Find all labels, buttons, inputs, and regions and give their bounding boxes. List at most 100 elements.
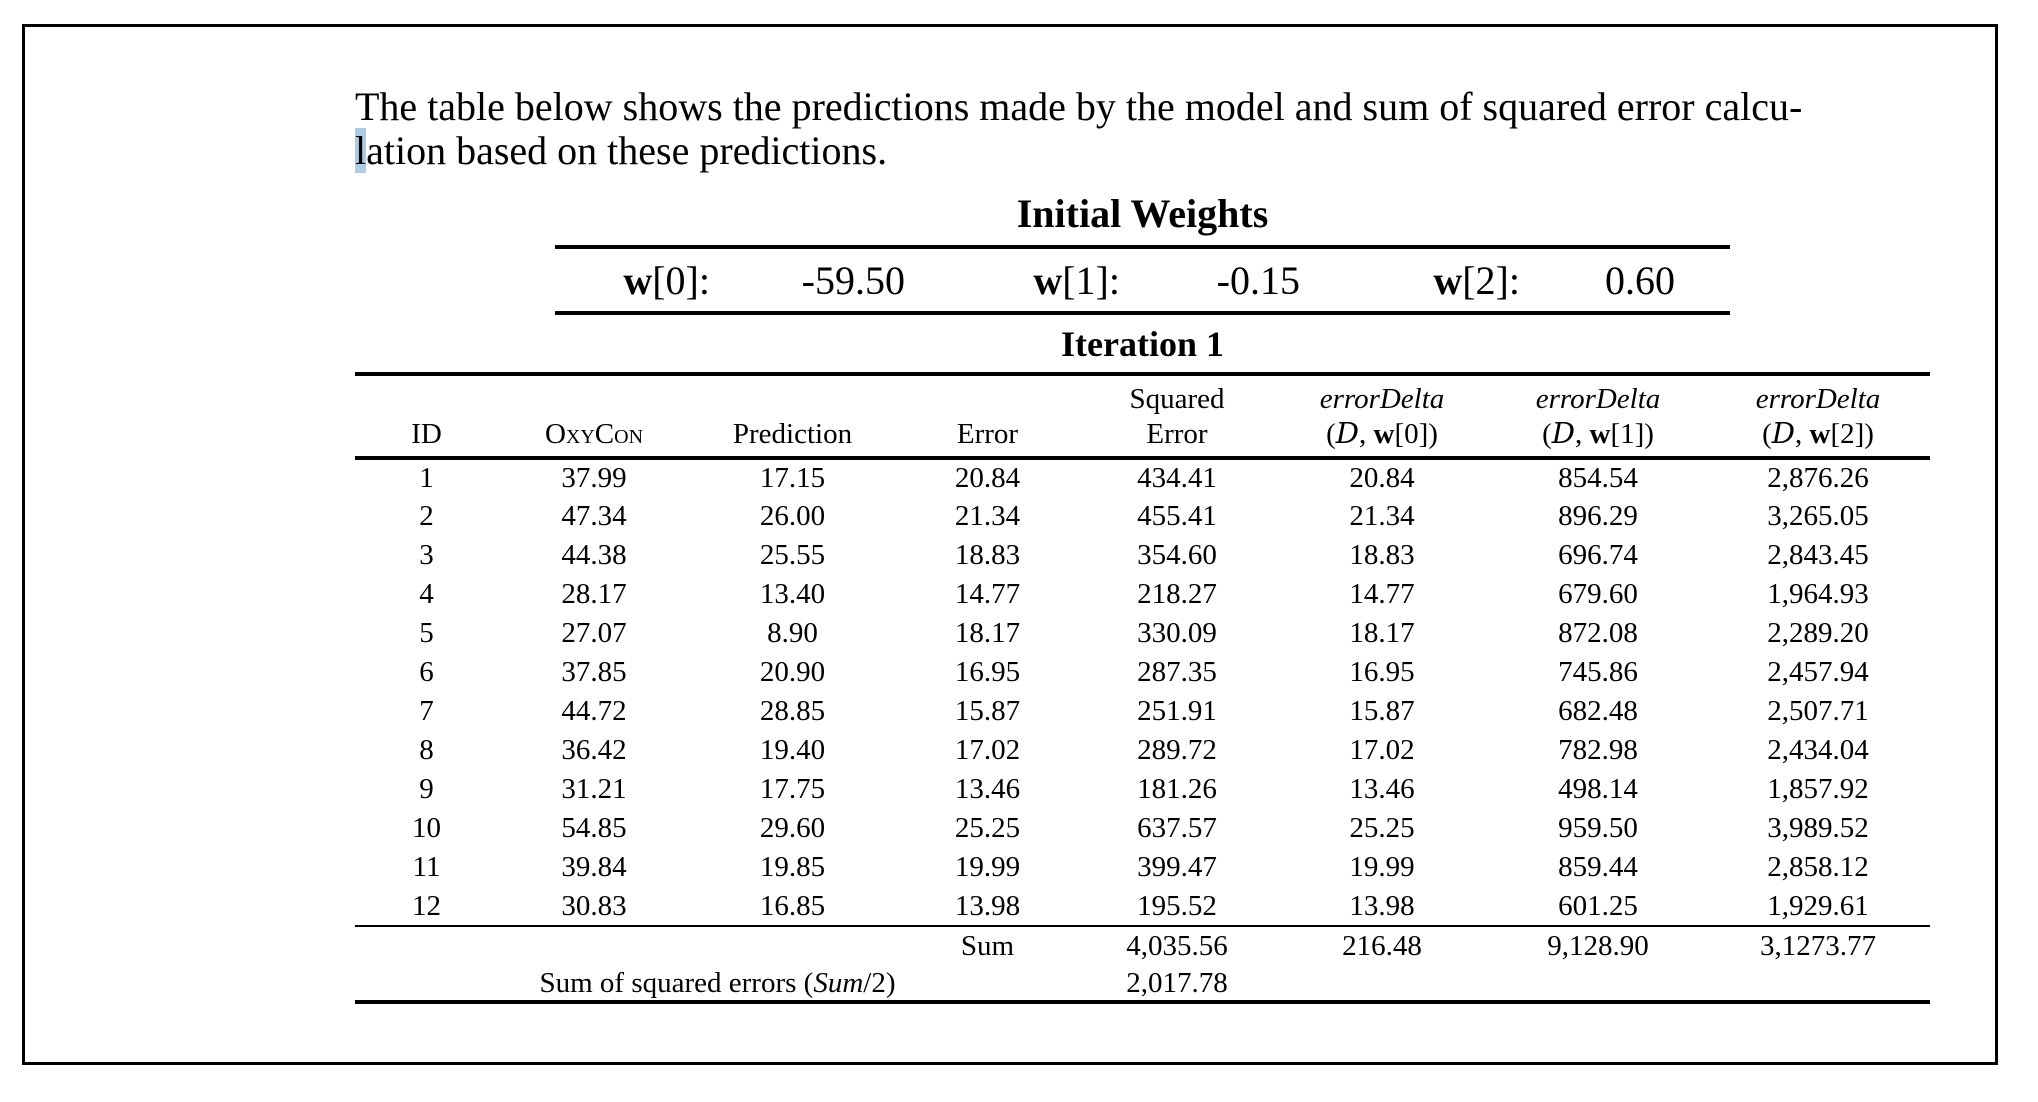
th-top-errordelta-w1: errorDelta bbox=[1490, 372, 1706, 416]
cell-4-oxycon: 28.17 bbox=[561, 578, 627, 610]
cell-3-errordelta-w0: 18.83 bbox=[1349, 539, 1415, 571]
cell-5-error: 18.17 bbox=[954, 617, 1021, 649]
cell-1-errordelta-w2: 2,876.26 bbox=[1767, 462, 1869, 494]
cell-8-id: 8 bbox=[419, 734, 434, 766]
iteration-title: Iteration 1 bbox=[1061, 324, 1224, 364]
cell-7-errordelta-w2: 2,507.71 bbox=[1767, 695, 1869, 727]
cell-12-errordelta-w0: 13.98 bbox=[1349, 889, 1415, 922]
table-row-8: 8 36.42 19.40 17.02 289.72 17.02 782.98 2,434.0… bbox=[355, 731, 1930, 770]
cell-3-oxycon: 44.38 bbox=[561, 539, 627, 571]
cell-12-oxycon: 30.83 bbox=[561, 889, 627, 922]
cell-10-squared-error: 637.57 bbox=[1137, 812, 1217, 844]
cell-6-errordelta-w1: 745.86 bbox=[1558, 656, 1638, 688]
weight-value-2: 0.60 bbox=[1605, 257, 1675, 303]
cell-1-errordelta-w1: 854.54 bbox=[1558, 462, 1638, 494]
table-row-6: 6 37.85 20.90 16.95 287.35 16.95 745.86 2,457.9… bbox=[355, 653, 1930, 692]
initial-weights-title: Initial Weights bbox=[1016, 191, 1269, 236]
table-row-4: 4 28.17 13.40 14.77 218.27 14.77 679.60 1,964.9… bbox=[355, 575, 1930, 614]
cell-6-prediction: 20.90 bbox=[759, 656, 826, 688]
cell-10-id: 10 bbox=[412, 812, 441, 844]
cell-7-errordelta-w1: 682.48 bbox=[1558, 695, 1638, 727]
table-row-2: 2 47.34 26.00 21.34 455.41 21.34 896.29 3,265.0… bbox=[355, 497, 1930, 536]
cell-2-oxycon: 47.34 bbox=[561, 500, 627, 532]
th-id: ID bbox=[355, 416, 498, 460]
cell-6-squared-error: 287.35 bbox=[1137, 656, 1217, 688]
iteration-table-head-row-2: ID OxyCon Prediction Error Error (D, w[0]) (D,… bbox=[355, 416, 1930, 460]
cell-12-squared-error: 195.52 bbox=[1137, 889, 1217, 922]
cell-8-prediction: 19.40 bbox=[759, 734, 826, 766]
cell-9-oxycon: 31.21 bbox=[561, 773, 627, 805]
th-top-label-errordelta-w2: errorDelta bbox=[1755, 383, 1881, 415]
cell-6-oxycon: 37.85 bbox=[561, 656, 627, 688]
cell-4-errordelta-w0: 14.77 bbox=[1349, 578, 1415, 610]
cell-6-error: 16.95 bbox=[954, 656, 1021, 688]
weight-symbol-2: w bbox=[1433, 257, 1463, 303]
cell-4-errordelta-w1: 679.60 bbox=[1558, 578, 1638, 610]
th-label-oxycon: OxyCon bbox=[544, 418, 644, 450]
cell-4-squared-error: 218.27 bbox=[1137, 578, 1217, 610]
th-top-label-errordelta-w1: errorDelta bbox=[1535, 383, 1661, 415]
dataset-symbol-errordelta-w2: D bbox=[1771, 416, 1795, 450]
initial-weights-table: Initial Weights w[0]: -59.50 w[1]: -0.15 w[2… bbox=[555, 191, 1730, 315]
th-sub-close-errordelta-w1: [1]) bbox=[1610, 418, 1654, 450]
sse-value: 2,017.78 bbox=[1080, 966, 1274, 1004]
iteration-table-head-row-1: Squared errorDelta errorDelta errorDelta bbox=[355, 372, 1930, 416]
sum-errordelta-w0: 216.48 bbox=[1274, 925, 1490, 966]
cell-3-errordelta-w1: 696.74 bbox=[1558, 539, 1638, 571]
weight-symbol-1: w bbox=[1033, 257, 1063, 303]
cell-9-id: 9 bbox=[419, 773, 434, 805]
dataset-symbol-errordelta-w0: D bbox=[1335, 416, 1359, 450]
cell-11-error: 19.99 bbox=[954, 851, 1021, 883]
cell-7-error: 15.87 bbox=[954, 695, 1021, 727]
cell-12-errordelta-w2: 1,929.61 bbox=[1767, 889, 1869, 922]
th-sub-sep-errordelta-w0: , bbox=[1359, 418, 1374, 450]
cell-11-prediction: 19.85 bbox=[759, 851, 826, 883]
cell-5-errordelta-w1: 872.08 bbox=[1558, 617, 1638, 649]
cell-4-prediction: 13.40 bbox=[759, 578, 826, 610]
cell-2-error: 21.34 bbox=[954, 500, 1021, 532]
th-label-id: ID bbox=[411, 418, 442, 450]
table-row-12: 12 30.83 16.85 13.98 195.52 13.98 601.25 1,929.… bbox=[355, 887, 1930, 926]
sum-errordelta-w1: 9,128.90 bbox=[1490, 925, 1706, 966]
weight-index-1: [1]: bbox=[1062, 257, 1120, 303]
sse-empty-3 bbox=[1706, 966, 1930, 1004]
table-row-3: 3 44.38 25.55 18.83 354.60 18.83 696.74 2,843.4… bbox=[355, 536, 1930, 575]
dataset-symbol-errordelta-w1: D bbox=[1551, 416, 1575, 450]
cell-8-squared-error: 289.72 bbox=[1137, 734, 1217, 766]
cell-6-errordelta-w2: 2,457.94 bbox=[1767, 656, 1869, 688]
th-top-errordelta-w2: errorDelta bbox=[1706, 372, 1930, 416]
cell-4-error: 14.77 bbox=[954, 578, 1021, 610]
th-top-squared-error: Squared bbox=[1080, 372, 1274, 416]
cell-9-squared-error: 181.26 bbox=[1137, 773, 1217, 805]
table-row-7: 7 44.72 28.85 15.87 251.91 15.87 682.48 2,507.7… bbox=[355, 692, 1930, 731]
th-sub-open-errordelta-w1: ( bbox=[1542, 418, 1552, 450]
sse-label-sum: Sum bbox=[813, 966, 864, 999]
cell-6-errordelta-w0: 16.95 bbox=[1349, 656, 1415, 688]
th-sub-close-errordelta-w2: [2]) bbox=[1830, 418, 1874, 450]
cell-3-error: 18.83 bbox=[954, 539, 1021, 571]
sse-label-suffix: /2) bbox=[863, 966, 896, 999]
iteration-table-head: Squared errorDelta errorDelta errorDelta ID O… bbox=[355, 372, 1930, 460]
cell-12-errordelta-w1: 601.25 bbox=[1558, 889, 1638, 922]
th-top-errordelta-w0: errorDelta bbox=[1274, 372, 1490, 416]
sum-label: Sum bbox=[895, 925, 1080, 966]
th-label-error: Error bbox=[956, 418, 1019, 450]
weight-index-2: [2]: bbox=[1462, 257, 1520, 303]
cell-4-errordelta-w2: 1,964.93 bbox=[1767, 578, 1869, 610]
th-top-error bbox=[895, 372, 1080, 416]
iteration-table-body: 1 37.99 17.15 20.84 434.41 20.84 854.54 2,876.2… bbox=[355, 458, 1930, 926]
th-label-prediction: Prediction bbox=[732, 418, 853, 450]
sum-empty-prediction bbox=[690, 925, 895, 966]
sse-row: Sum of squared errors (Sum/2) 2,017.78 bbox=[355, 966, 1930, 1004]
cell-12-prediction: 16.85 bbox=[759, 889, 826, 922]
page-border: The table below shows the predictions ma… bbox=[22, 24, 1998, 1065]
cell-9-errordelta-w2: 1,857.92 bbox=[1767, 773, 1869, 805]
table-row-11: 11 39.84 19.85 19.99 399.47 19.99 859.44 2,858.… bbox=[355, 848, 1930, 887]
cell-10-errordelta-w1: 959.50 bbox=[1558, 812, 1638, 844]
cell-8-errordelta-w1: 782.98 bbox=[1558, 734, 1638, 766]
weight-label-1: w[1]: bbox=[905, 257, 1120, 304]
weight-symbol-errordelta-w2: w bbox=[1809, 418, 1831, 450]
th-squared-error: Error bbox=[1080, 416, 1274, 460]
cell-3-prediction: 25.55 bbox=[759, 539, 826, 571]
